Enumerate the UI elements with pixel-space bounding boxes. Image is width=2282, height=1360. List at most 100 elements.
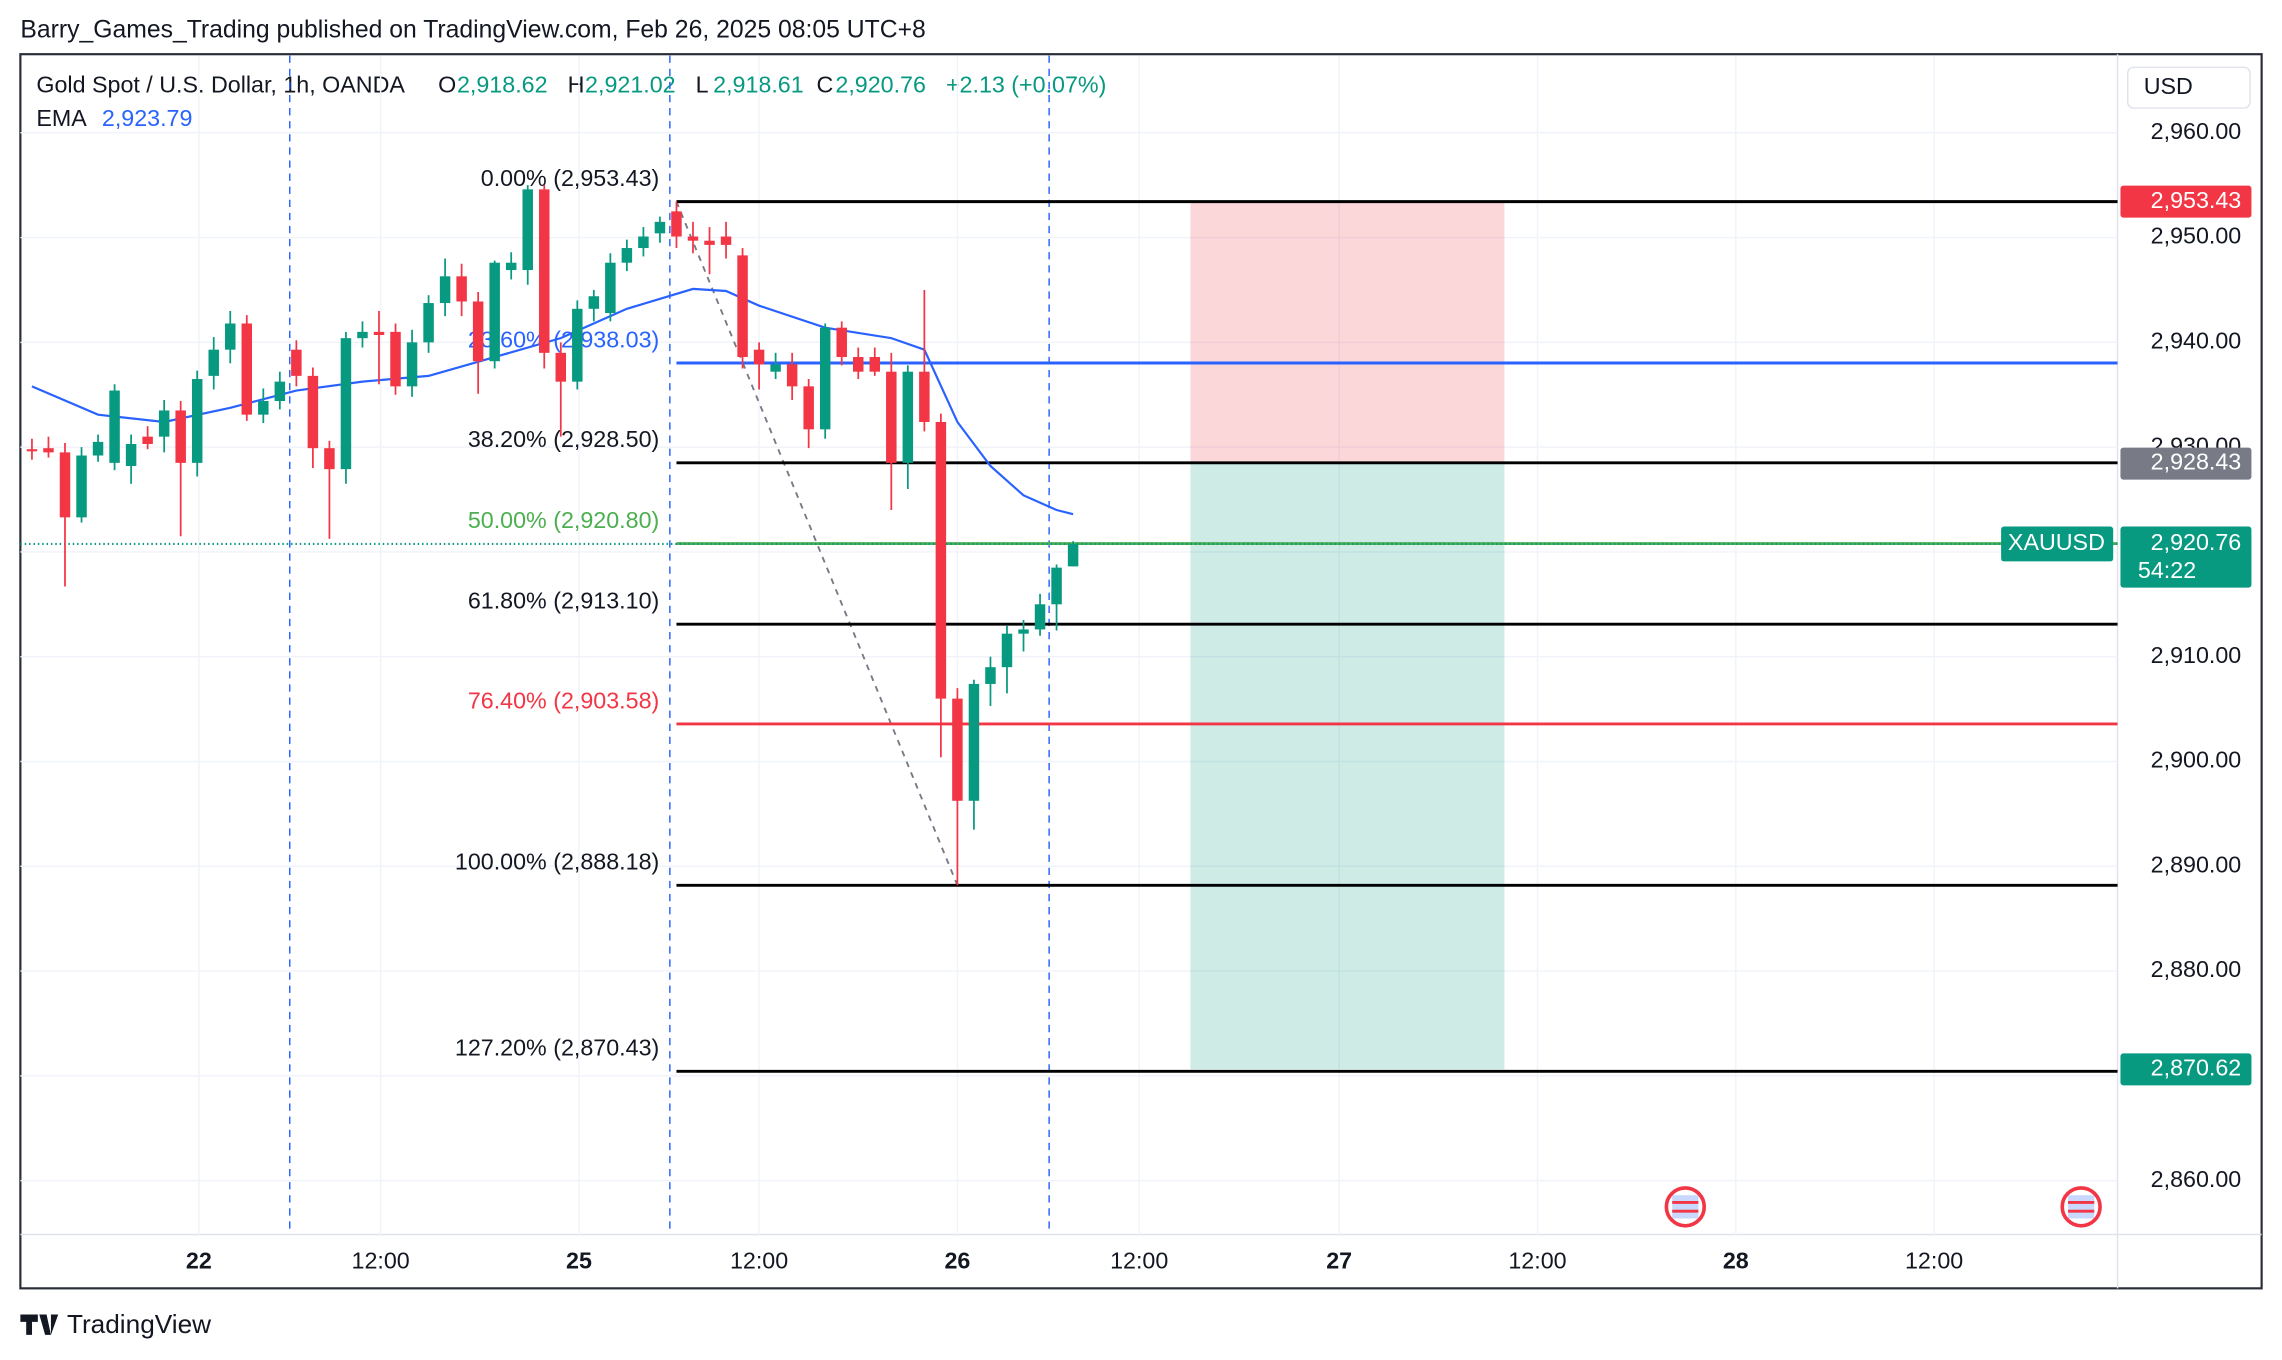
symbol-tag (2001, 526, 2114, 562)
candle-body (539, 189, 550, 353)
candle-body (43, 448, 54, 453)
x-tick-label: 28 (1723, 1247, 1749, 1273)
y-tick-label: 2,890.00 (2151, 851, 2242, 877)
x-tick-label: 12:00 (1905, 1247, 1963, 1273)
candle-body (770, 364, 781, 372)
candle-body (853, 357, 864, 372)
y-tick-label: 2,900.00 (2151, 747, 2242, 773)
candle-body (968, 683, 980, 801)
ema-value: 2,923.79 (102, 105, 193, 131)
candle-body (803, 386, 814, 430)
ema-line (31, 287, 1074, 516)
y-tick-label: 2,860.00 (2151, 1166, 2242, 1192)
candle-body (671, 211, 682, 237)
candle-body (406, 342, 418, 387)
candle-body (836, 327, 847, 358)
candle-body (720, 236, 732, 245)
candle-body (1018, 629, 1029, 634)
price-tag-label: 2,870.62 (2151, 1055, 2242, 1081)
price-tag (2120, 447, 2252, 480)
target-zone (1190, 463, 1505, 1070)
x-tick-label: 22 (186, 1247, 212, 1273)
symbol-title: Gold Spot / U.S. Dollar, 1h, OANDA (36, 71, 405, 97)
candle-body (390, 331, 401, 387)
y-tick-label: 2,880.00 (2151, 956, 2242, 982)
candle-body (737, 255, 748, 358)
candle-body (92, 441, 104, 456)
x-tick-label: 26 (944, 1247, 970, 1273)
fib-level-label: 0.00% (2,953.43) (481, 165, 660, 191)
candle-body (109, 390, 120, 463)
candle-body (1034, 604, 1046, 630)
candle-body (340, 338, 352, 470)
candle-body (1067, 543, 1079, 567)
candle-body (952, 698, 963, 801)
candle-body (687, 236, 699, 241)
ohlc-key: C (816, 71, 833, 97)
currency-box[interactable] (2127, 66, 2251, 109)
stop-zone (1190, 201, 1505, 464)
price-tag-label: 2,953.43 (2151, 187, 2242, 213)
event-flag[interactable] (2060, 1186, 2102, 1228)
candle-body (638, 236, 649, 249)
x-tick-label: 25 (566, 1247, 592, 1273)
change-value: +2.13 (+0.07%) (946, 71, 1106, 97)
flag-ring (2060, 1186, 2102, 1228)
price-tag-label: 2,928.43 (2151, 449, 2242, 475)
candle-body (158, 410, 170, 437)
x-tick-label: 12:00 (730, 1247, 788, 1273)
candle-body (456, 276, 467, 302)
candle-body (919, 371, 930, 422)
candle-body (191, 379, 203, 463)
candle-body (241, 323, 253, 415)
chart-frame (19, 53, 2263, 1290)
y-tick-label: 2,950.00 (2151, 223, 2242, 249)
fib-level-label: 76.40% (2,903.58) (468, 687, 659, 713)
candle-body (307, 375, 319, 449)
y-tick-label: 2,940.00 (2151, 328, 2242, 354)
candle-body (423, 303, 434, 343)
candle-body (621, 248, 633, 263)
candle-body (555, 352, 567, 382)
candle-body (902, 371, 914, 463)
symbol-tag-label: XAUUSD (2008, 529, 2105, 555)
candle-body (985, 667, 996, 684)
publish-header: Barry_Games_Trading published on Trading… (20, 16, 925, 43)
fib-level-label: 50.00% (2,920.80) (468, 507, 659, 533)
candle-body (373, 331, 385, 336)
price-tag (2120, 1053, 2252, 1086)
ema-name: EMA (36, 105, 87, 131)
last-price-tag (2120, 526, 2252, 588)
ohlc-key: L (696, 71, 709, 97)
x-tick-label: 27 (1326, 1247, 1352, 1273)
fib-level-label: 61.80% (2,913.10) (468, 588, 659, 614)
price-tag (2120, 185, 2252, 218)
currency-label: USD (2144, 73, 2193, 99)
flag-fill (1672, 1195, 1699, 1219)
ohlc-key: H (568, 71, 585, 97)
candle-body (439, 276, 451, 304)
candle-body (1001, 633, 1013, 668)
candle-body (605, 262, 616, 314)
x-tick-label: 12:00 (1508, 1247, 1566, 1273)
candle-body (489, 262, 500, 362)
candle-body (59, 452, 71, 518)
candle-body (274, 381, 286, 402)
candle-body (26, 449, 38, 452)
candle-body (125, 443, 137, 466)
brand-name: TradingView (67, 1309, 211, 1339)
event-flag[interactable] (1664, 1186, 1707, 1228)
candle-body (76, 455, 87, 518)
candle-body (588, 296, 600, 309)
x-tick-label: 12:00 (1110, 1247, 1168, 1273)
x-tick-label: 12:00 (352, 1247, 410, 1273)
candle-body (572, 308, 583, 382)
candle-body (258, 401, 269, 415)
candle-body (291, 349, 302, 376)
candle-body (357, 331, 368, 339)
fib-level-label: 127.20% (2,870.43) (455, 1035, 659, 1061)
candle-body (786, 364, 798, 387)
candle-body (324, 448, 335, 470)
